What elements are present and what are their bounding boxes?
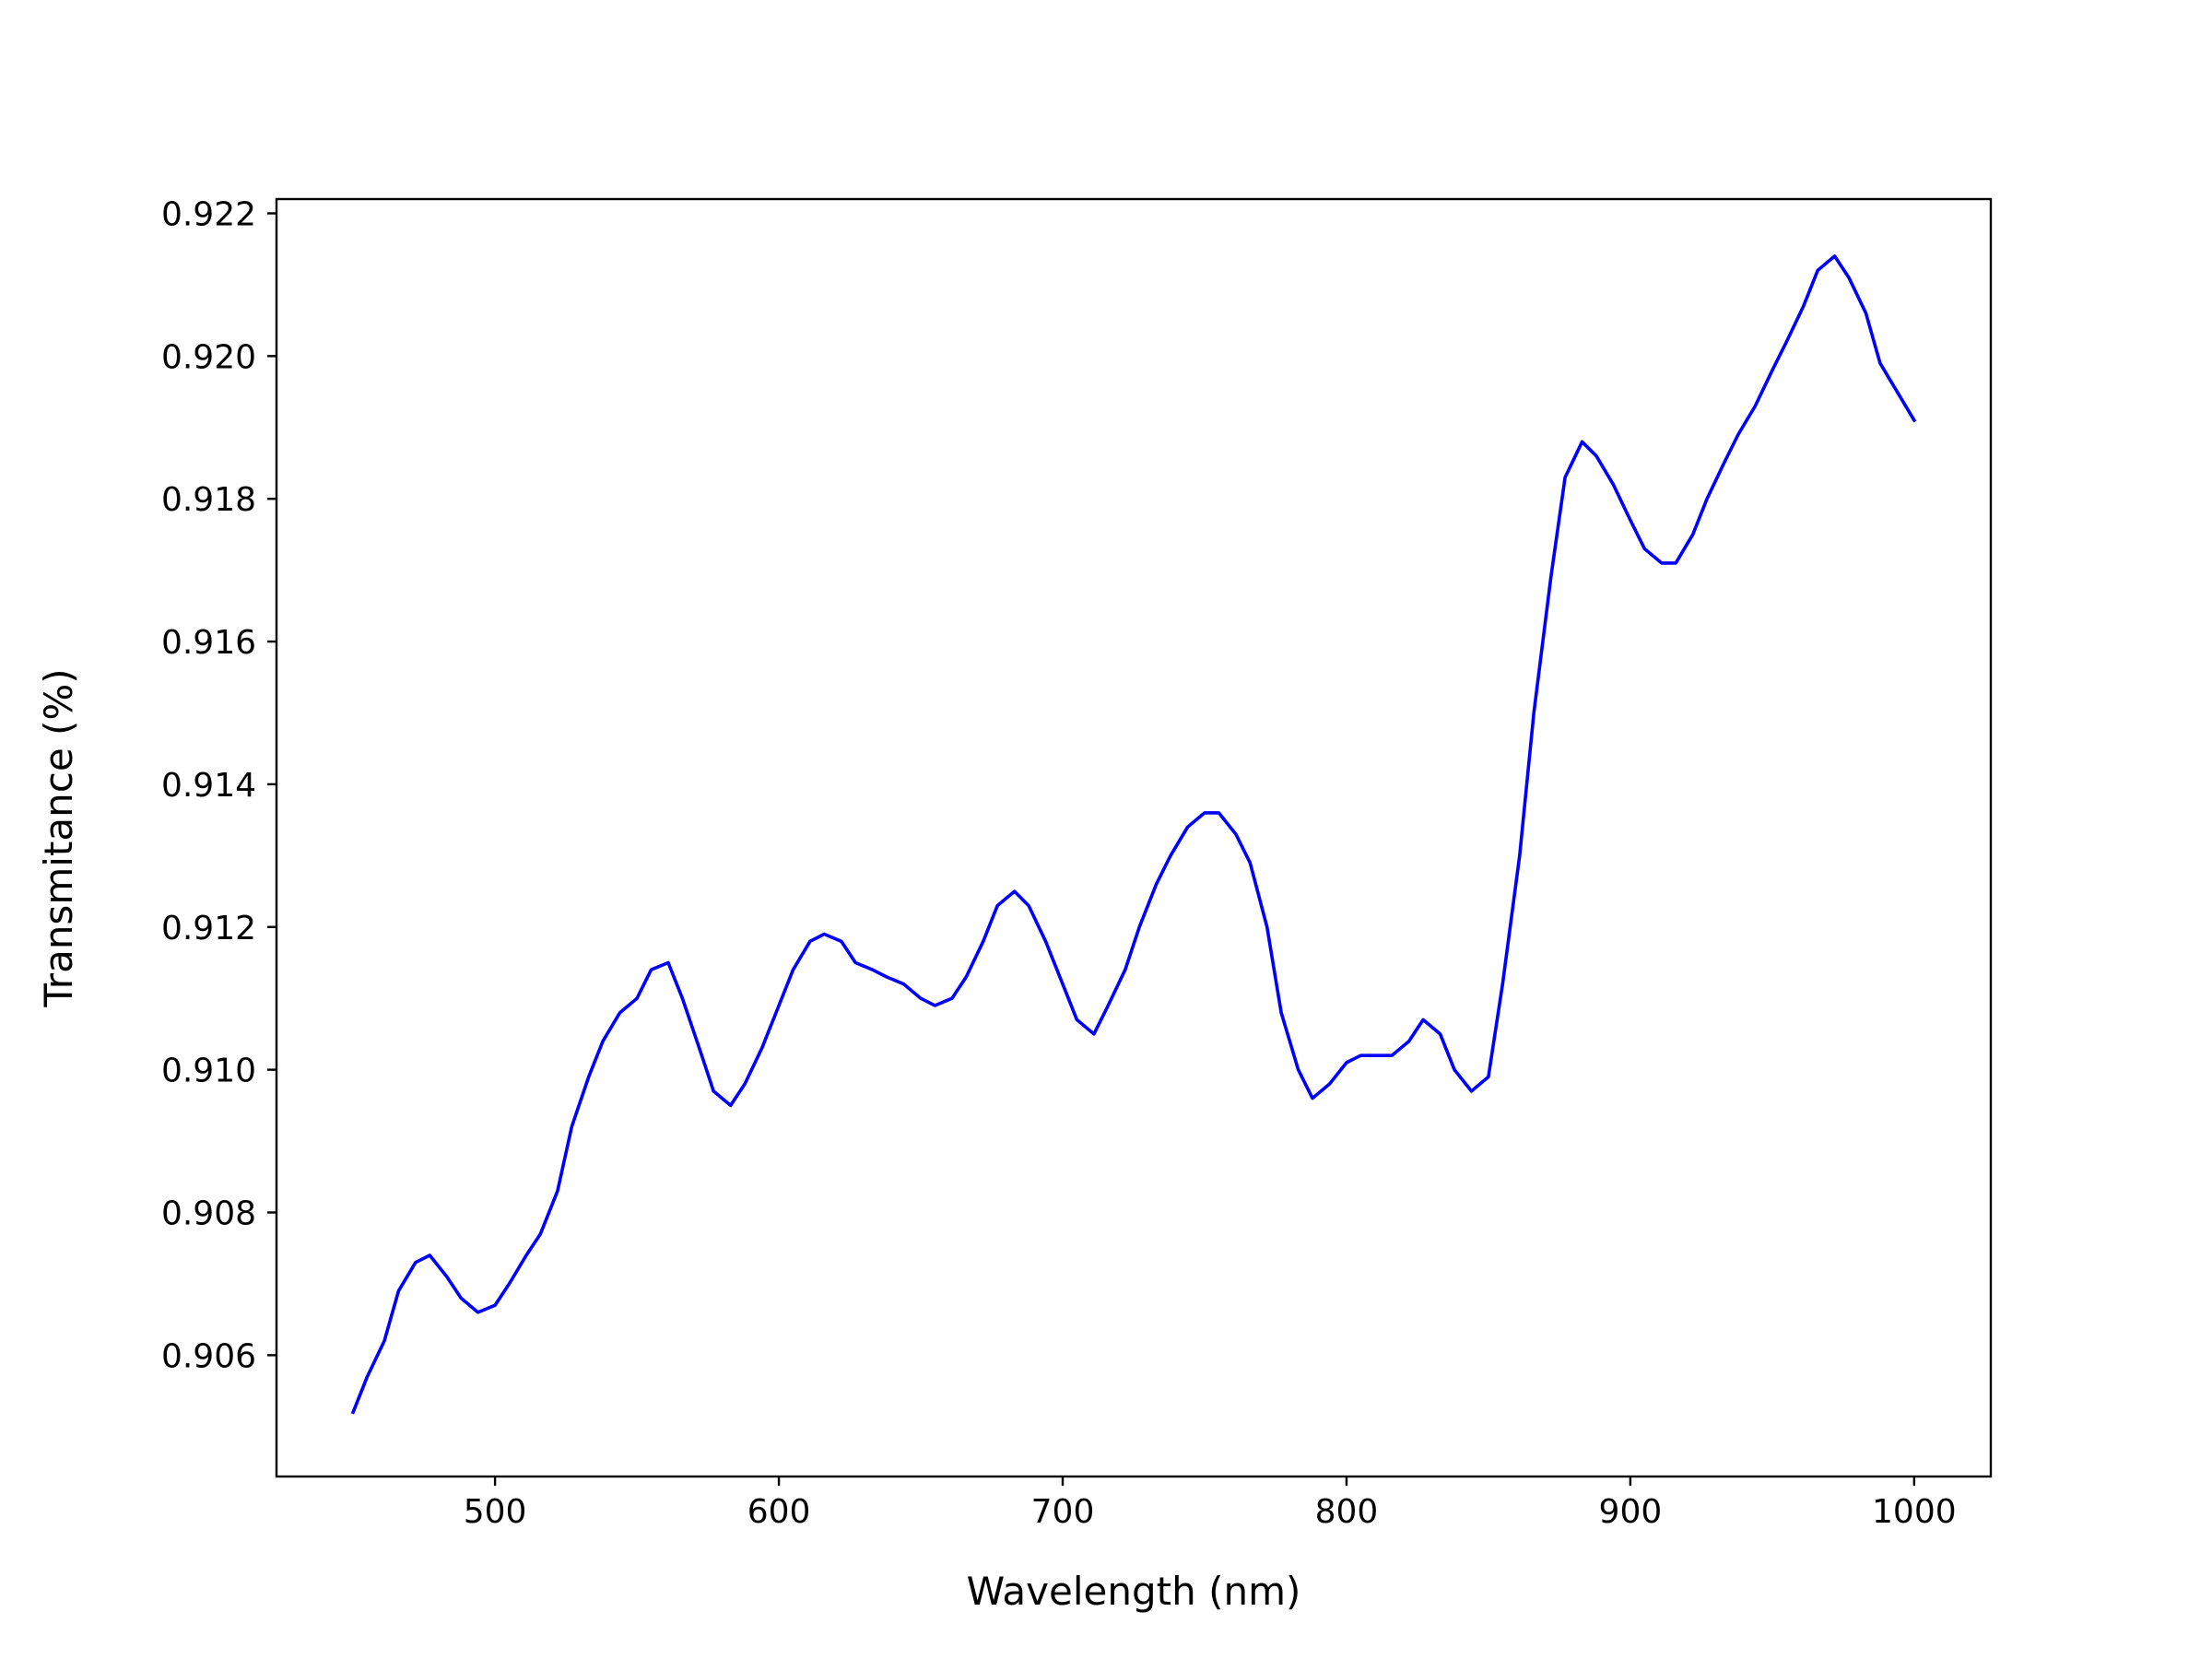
x-tick-label: 900 — [1599, 1493, 1663, 1531]
y-tick-label: 0.912 — [161, 910, 256, 947]
plot-area-frame — [275, 197, 1993, 1478]
y-tick-label: 0.914 — [161, 767, 256, 805]
x-tick-label: 700 — [1031, 1493, 1095, 1531]
series-layer — [350, 254, 1917, 1415]
y-tick-label: 0.910 — [161, 1053, 256, 1090]
y-tick-label: 0.922 — [161, 195, 256, 233]
x-tick-label: 600 — [747, 1493, 811, 1531]
transmitance-series-line — [350, 254, 1917, 1415]
x-axis-label: Wavelength (nm) — [967, 1569, 1301, 1614]
x-tick-label: 500 — [464, 1493, 527, 1531]
y-tick-label: 0.920 — [161, 338, 256, 376]
y-tick-label: 0.908 — [161, 1195, 256, 1233]
y-tick-label: 0.906 — [161, 1337, 256, 1375]
x-tick-label: 1000 — [1872, 1493, 1957, 1531]
y-tick-label: 0.918 — [161, 481, 256, 519]
x-tick-label: 800 — [1315, 1493, 1379, 1531]
y-tick-label: 0.916 — [161, 624, 256, 662]
y-axis: 0.906 0.908 0.910 0.912 0.914 0.916 0.918 0.920… — [161, 195, 276, 1375]
x-axis: 500 600 700 800 900 1000 — [464, 1477, 1957, 1531]
y-axis-label: Transmitance (%) — [36, 668, 81, 1007]
